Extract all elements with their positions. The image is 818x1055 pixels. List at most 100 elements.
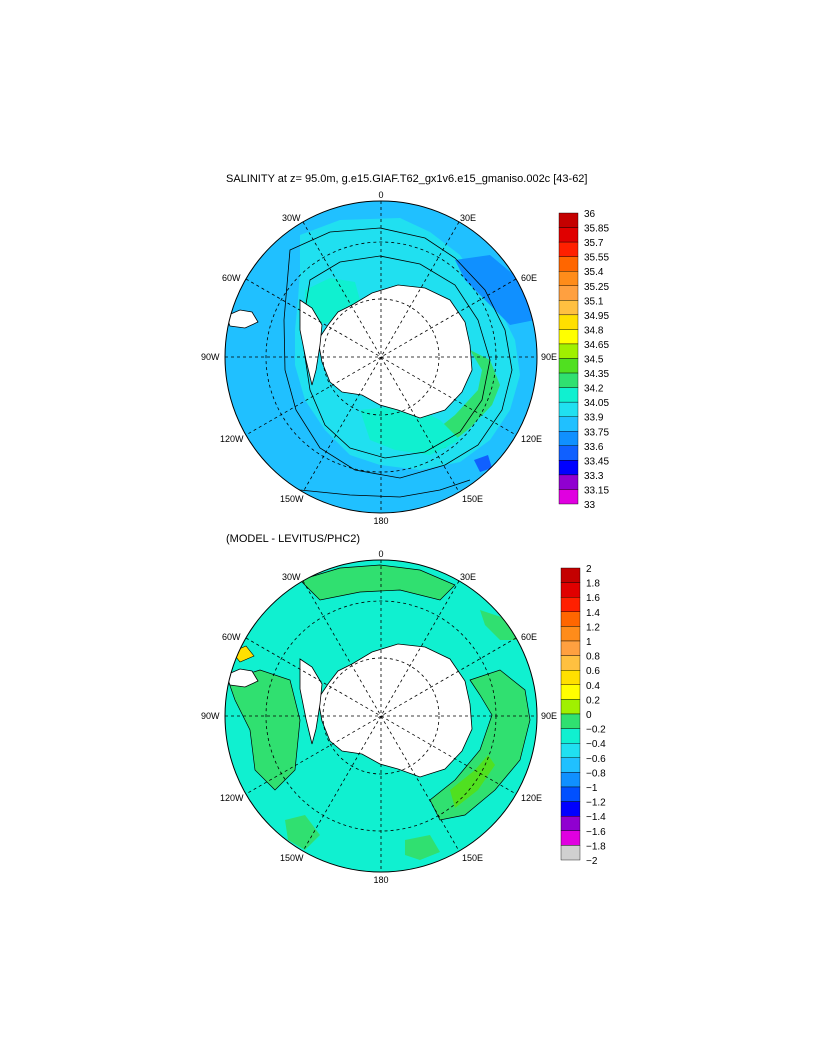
colorbar-label: 33.75 [584, 427, 609, 438]
lon-label-90W: 90W [201, 711, 220, 721]
meridian-30E-150W [302, 580, 460, 852]
zero-contour-north [299, 564, 456, 601]
colorbar-swatch [560, 626, 581, 642]
antarctic-peninsula [299, 658, 323, 745]
meridian-60E-120W [245, 278, 517, 436]
salinity-colorbar: 36 35.85 35.7 35.55 35.4 35.25 35.1 34.95 34.8 34… [558, 209, 609, 511]
colorbar-label: 35.55 [584, 253, 609, 264]
colorbar-swatch [558, 343, 579, 359]
meridian-30W-150E [302, 221, 460, 493]
south-america-tip [225, 309, 259, 329]
colorbar-swatch [558, 401, 579, 417]
colorbar-label: −0.4 [586, 739, 606, 750]
lon-label-90W: 90W [201, 352, 220, 362]
salinity-map: 0 30E 60E 90E 120E 150E 180 150W 120W 90… [201, 190, 609, 526]
difference-map: 0 30E 60E 90E 120E 150E 180 150W 120W 90… [201, 549, 606, 885]
lon-label-0: 0 [378, 549, 383, 559]
lon-label-120W: 120W [220, 793, 244, 803]
contour-line-2 [303, 255, 491, 459]
panel-2-title: (MODEL - LEVITUS/PHC2) [226, 533, 361, 545]
colorbar-label: −1.2 [586, 798, 606, 809]
lon-label-30W: 30W [282, 572, 301, 582]
positive-anomaly-indian [430, 670, 530, 820]
colorbar-label: −0.8 [586, 768, 606, 779]
colorbar-label: 34.5 [584, 355, 604, 366]
colorbar-label: 34.95 [584, 311, 609, 322]
colorbar-label: 33.45 [584, 456, 609, 467]
positive-anomaly-sw [285, 815, 320, 850]
colorbar-label: 35.4 [584, 267, 604, 278]
colorbar-swatch [560, 684, 581, 700]
colorbar-swatch [558, 416, 579, 432]
colorbar-label: 35.7 [584, 238, 604, 249]
colorbar-swatch [558, 372, 579, 388]
positive-anomaly-se [405, 835, 440, 860]
lon-label-180: 180 [373, 875, 388, 885]
colorbar-label: −0.2 [586, 725, 606, 736]
salinity-band-34-35-ross [360, 405, 460, 455]
colorbar-swatch [560, 728, 581, 744]
lon-label-60W: 60W [222, 632, 241, 642]
lon-label-60W: 60W [222, 273, 241, 283]
colorbar-label: 33.15 [584, 485, 609, 496]
zero-contour-west [227, 669, 301, 791]
colorbar-swatch [558, 227, 579, 243]
lon-label-60E: 60E [521, 632, 537, 642]
positive-anomaly-north [300, 565, 455, 600]
colorbar-swatch [558, 256, 579, 272]
colorbar-label: 0.4 [586, 681, 600, 692]
colorbar-swatch [558, 314, 579, 330]
lon-label-90E: 90E [541, 711, 557, 721]
colorbar-label: −1.6 [586, 827, 606, 838]
colorbar-swatch [560, 816, 581, 832]
colorbar-label: 34.35 [584, 369, 609, 380]
salinity-low-pacific-patch [474, 455, 492, 472]
colorbar-swatch [558, 431, 579, 447]
meridian-60W-120E [245, 637, 517, 795]
salinity-low-indian [455, 255, 535, 325]
colorbar-swatch [558, 489, 579, 505]
colorbar-label: −1.8 [586, 841, 606, 852]
colorbar-swatch [560, 786, 581, 802]
colorbar-label: 1.8 [586, 579, 600, 590]
lon-label-90E: 90E [541, 352, 557, 362]
colorbar-swatch [560, 640, 581, 656]
meridian-60E-120W [245, 637, 517, 795]
lon-label-0: 0 [378, 190, 383, 200]
colorbar-label: 33.3 [584, 471, 604, 482]
colorbar-swatch [560, 597, 581, 613]
colorbar-swatch [560, 567, 581, 583]
lon-label-120E: 120E [521, 793, 542, 803]
colorbar-label: −0.6 [586, 754, 606, 765]
colorbar-label: 34.8 [584, 325, 604, 336]
colorbar-label: 2 [586, 564, 592, 575]
colorbar-swatch [560, 655, 581, 671]
colorbar-label: 34.65 [584, 340, 609, 351]
colorbar-label: −2 [586, 856, 598, 867]
colorbar-swatch [560, 611, 581, 627]
colorbar-swatch [560, 713, 581, 729]
meridian-30W-150E [302, 580, 460, 852]
lon-label-150W: 150W [280, 853, 304, 863]
lon-label-150W: 150W [280, 494, 304, 504]
colorbar-label: 34.2 [584, 384, 604, 395]
colorbar-swatch [560, 801, 581, 817]
positive-anomaly-west [228, 670, 300, 790]
colorbar-label: 33 [584, 500, 596, 511]
colorbar-label: 1.6 [586, 593, 600, 604]
lon-label-120W: 120W [220, 434, 244, 444]
colorbar-label: 36 [584, 209, 596, 220]
colorbar-swatch [558, 329, 579, 345]
colorbar-label: 35.85 [584, 224, 609, 235]
antarctic-peninsula [299, 299, 323, 386]
colorbar-swatch [558, 445, 579, 461]
colorbar-label: 34.05 [584, 398, 609, 409]
colorbar-label: 35.1 [584, 296, 604, 307]
lon-label-150E: 150E [462, 494, 483, 504]
colorbar-swatch [558, 285, 579, 301]
lon-label-30E: 30E [460, 572, 476, 582]
lon-label-150E: 150E [462, 853, 483, 863]
colorbar-swatch [560, 670, 581, 686]
colorbar-label: 1.2 [586, 622, 600, 633]
